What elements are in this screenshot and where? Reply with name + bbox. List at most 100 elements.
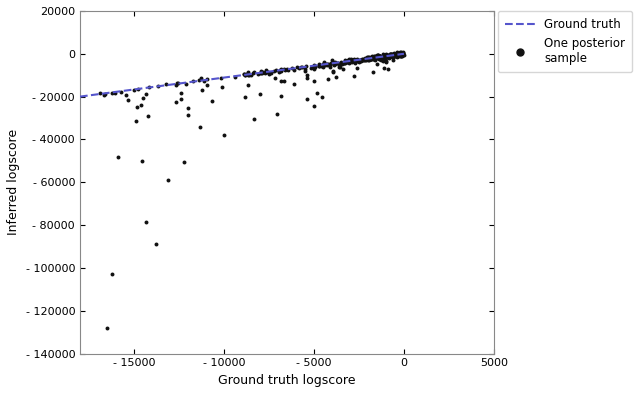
Point bbox=[368, 69, 378, 75]
Point bbox=[364, 55, 374, 61]
Point bbox=[270, 74, 280, 81]
Point bbox=[364, 55, 374, 61]
Point bbox=[275, 67, 285, 74]
Point bbox=[376, 55, 386, 61]
Point bbox=[261, 67, 271, 74]
Point bbox=[377, 54, 387, 60]
Point bbox=[243, 69, 253, 75]
Point bbox=[132, 104, 143, 110]
Point bbox=[378, 51, 388, 58]
Point bbox=[241, 71, 251, 77]
Point bbox=[340, 60, 350, 67]
Point bbox=[380, 53, 390, 59]
Point bbox=[372, 54, 382, 60]
Point bbox=[323, 76, 333, 83]
Point bbox=[360, 55, 371, 61]
Point bbox=[171, 82, 181, 88]
Point bbox=[395, 51, 405, 58]
Point bbox=[355, 56, 365, 63]
Point bbox=[363, 54, 373, 61]
Point bbox=[392, 52, 402, 59]
Point bbox=[381, 58, 391, 64]
Point bbox=[176, 95, 186, 102]
Point bbox=[140, 91, 150, 97]
Point bbox=[365, 55, 376, 61]
Point bbox=[373, 52, 383, 58]
Point bbox=[374, 56, 384, 62]
Point bbox=[390, 53, 400, 59]
Point bbox=[202, 82, 212, 88]
Point bbox=[376, 54, 387, 60]
Point bbox=[296, 64, 307, 70]
Point bbox=[373, 52, 383, 59]
Point bbox=[381, 52, 391, 59]
Point bbox=[136, 102, 147, 109]
Point bbox=[292, 64, 303, 71]
Point bbox=[355, 57, 365, 63]
Point bbox=[348, 58, 358, 64]
Point bbox=[395, 50, 405, 57]
Point bbox=[352, 65, 362, 71]
Legend: Ground truth, One posterior
sample: Ground truth, One posterior sample bbox=[498, 11, 632, 72]
Point bbox=[383, 54, 394, 60]
Point bbox=[374, 53, 384, 59]
Point bbox=[366, 56, 376, 62]
Point bbox=[319, 62, 330, 69]
Point bbox=[367, 54, 378, 60]
Point bbox=[382, 54, 392, 60]
Point bbox=[307, 64, 317, 70]
Point bbox=[392, 52, 403, 58]
Point bbox=[392, 51, 402, 57]
Point bbox=[374, 53, 385, 59]
Point bbox=[328, 68, 338, 74]
Point bbox=[353, 58, 363, 64]
Point bbox=[301, 74, 312, 81]
Point bbox=[252, 71, 262, 77]
Point bbox=[374, 55, 385, 61]
Point bbox=[394, 51, 404, 58]
Point bbox=[352, 57, 362, 63]
Point bbox=[397, 51, 408, 57]
Point bbox=[339, 59, 349, 66]
Point bbox=[365, 54, 376, 61]
Point bbox=[386, 51, 396, 58]
Point bbox=[380, 52, 390, 58]
Point bbox=[179, 159, 189, 165]
Point bbox=[365, 56, 375, 62]
Point bbox=[365, 54, 375, 61]
Point bbox=[366, 54, 376, 61]
Point bbox=[310, 63, 320, 69]
Point bbox=[369, 56, 380, 62]
Point bbox=[332, 59, 342, 66]
Point bbox=[309, 63, 319, 69]
Point bbox=[387, 52, 397, 59]
Point bbox=[347, 58, 357, 65]
Point bbox=[337, 65, 348, 72]
Point bbox=[381, 54, 392, 60]
Point bbox=[385, 54, 395, 60]
Point bbox=[107, 90, 117, 97]
Point bbox=[336, 60, 346, 66]
Point bbox=[260, 69, 270, 76]
Point bbox=[395, 51, 405, 57]
Point bbox=[306, 65, 316, 72]
Point bbox=[372, 52, 383, 58]
Point bbox=[367, 55, 377, 61]
Point bbox=[207, 98, 217, 104]
Point bbox=[217, 84, 227, 91]
Point bbox=[393, 51, 403, 57]
Point bbox=[362, 54, 372, 60]
Point bbox=[396, 51, 406, 58]
Point bbox=[386, 53, 396, 59]
Point bbox=[359, 57, 369, 63]
Point bbox=[358, 56, 369, 62]
Point bbox=[386, 50, 396, 57]
Point bbox=[289, 81, 299, 87]
Point bbox=[381, 51, 392, 58]
Point bbox=[129, 87, 139, 93]
Point bbox=[371, 54, 381, 61]
Point bbox=[357, 56, 367, 63]
Point bbox=[394, 51, 404, 57]
Point bbox=[318, 61, 328, 67]
Point bbox=[370, 55, 380, 61]
